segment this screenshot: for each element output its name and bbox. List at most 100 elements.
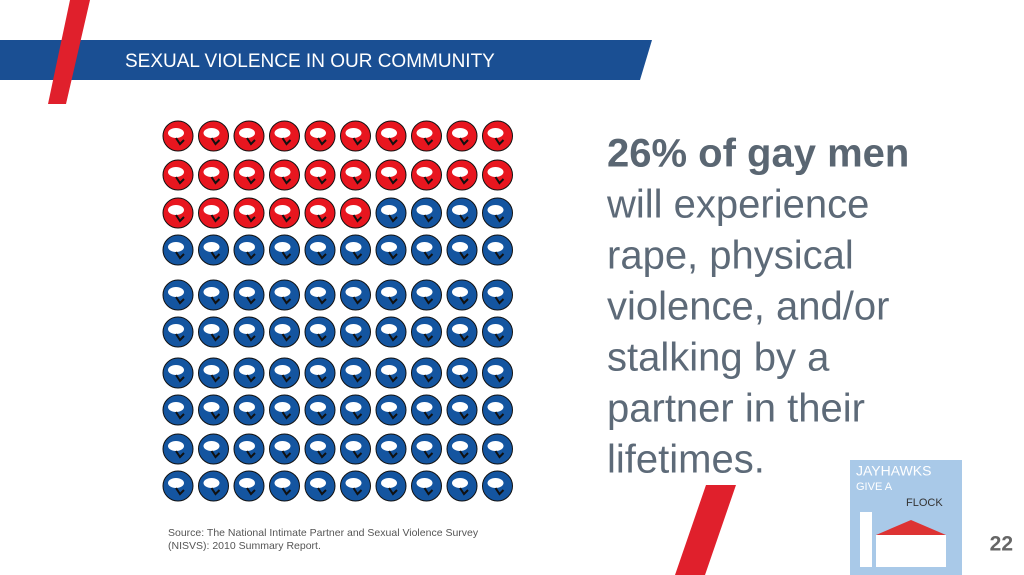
icon-feet (459, 411, 469, 420)
icon-feet (210, 333, 221, 342)
icon-feet (175, 450, 185, 459)
icon-bird (452, 287, 468, 297)
icon-feet (388, 176, 398, 185)
person-icon (269, 234, 300, 266)
icon-feet (175, 333, 185, 342)
person-icon (446, 357, 478, 389)
person-icon (340, 433, 371, 465)
icon-feet (246, 487, 256, 496)
person-icon (375, 316, 407, 348)
icon-feet (494, 251, 505, 260)
icon-feet (388, 411, 398, 420)
person-icon (198, 357, 229, 389)
person-icon (446, 159, 478, 191)
icon-bird (487, 167, 504, 177)
person-icon (198, 120, 229, 152)
icon-feet (388, 137, 398, 146)
person-icon (304, 433, 336, 465)
icon-feet (317, 374, 327, 383)
person-icon (482, 470, 513, 502)
person-icon (233, 316, 265, 348)
icon-bird (310, 478, 326, 488)
icon-bird (416, 167, 433, 177)
person-icon (162, 357, 194, 389)
person-icon (304, 159, 336, 191)
person-icon (340, 234, 371, 266)
person-icon (233, 234, 265, 266)
person-icon (482, 357, 513, 389)
icon-bird (310, 128, 326, 138)
person-icon (162, 120, 194, 152)
icon-feet (281, 251, 292, 260)
person-icon (482, 120, 513, 152)
icon-bird (416, 242, 433, 252)
icon-feet (246, 374, 256, 383)
person-icon (446, 234, 478, 266)
person-icon (198, 470, 229, 502)
person-icon (304, 120, 336, 152)
icon-feet (388, 333, 398, 342)
person-icon (340, 357, 371, 389)
icon-feet (494, 374, 505, 383)
icon-feet (317, 450, 327, 459)
person-icon (411, 279, 442, 311)
icon-bird (239, 167, 255, 177)
icon-bird (345, 402, 362, 412)
icon-bird (274, 402, 291, 412)
icon-feet (494, 137, 505, 146)
person-icon (304, 357, 336, 389)
person-icon (340, 316, 371, 348)
icon-bird (203, 365, 220, 375)
person-icon (233, 159, 265, 191)
icon-feet (246, 137, 256, 146)
person-icon (375, 234, 407, 266)
icon-feet (423, 333, 434, 342)
person-icon (162, 197, 194, 229)
person-icon (162, 316, 194, 348)
person-icon (269, 357, 300, 389)
person-icon (198, 394, 229, 426)
icon-feet (352, 251, 363, 260)
person-icon (482, 394, 513, 426)
icon-bird (239, 402, 255, 412)
source: Source: The National Intimate Partner an… (168, 527, 479, 539)
person-icon (482, 433, 513, 465)
page-number: 22 (990, 533, 1013, 556)
icon-feet (388, 374, 398, 383)
icon-bird (274, 441, 291, 451)
icon-feet (459, 333, 469, 342)
icon-bird (487, 205, 504, 215)
icon-feet (423, 296, 434, 305)
icon-feet (175, 487, 185, 496)
person-icon (198, 234, 229, 266)
icon-bird (452, 167, 468, 177)
person-icon (304, 394, 336, 426)
icon-feet (423, 450, 434, 459)
icon-feet (281, 487, 292, 496)
icon-feet (281, 214, 292, 223)
logo-tower (860, 512, 872, 567)
icon-bird (168, 478, 184, 488)
person-icon (375, 159, 407, 191)
icon-bird (452, 402, 468, 412)
icon-bird (203, 242, 220, 252)
person-icon (162, 279, 194, 311)
person-icon (269, 470, 300, 502)
statement-line: partner in their (607, 387, 865, 431)
icon-bird (452, 205, 468, 215)
person-icon (482, 316, 513, 348)
icon-grid (162, 120, 513, 502)
icon-feet (175, 374, 185, 383)
icon-feet (459, 214, 469, 223)
icon-bird (487, 478, 504, 488)
source: (NISVS): 2010 Summary Report. (168, 540, 321, 552)
icon-feet (210, 296, 221, 305)
person-icon (446, 316, 478, 348)
icon-feet (459, 137, 469, 146)
icon-bird (168, 287, 184, 297)
icon-bird (452, 324, 468, 334)
icon-bird (416, 128, 433, 138)
icon-feet (175, 251, 185, 260)
icon-bird (381, 242, 397, 252)
